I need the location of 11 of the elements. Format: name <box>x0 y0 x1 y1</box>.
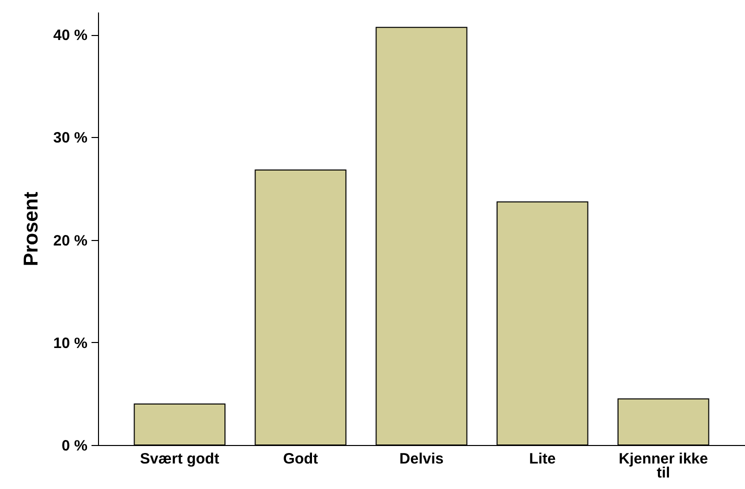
y-tick-label: 40 % <box>53 27 88 44</box>
x-tick-label: Delvis <box>399 450 444 468</box>
y-tick-label: 20 % <box>53 232 88 250</box>
x-tick-label: Lite <box>529 450 556 468</box>
x-tick-label: Kjenner ikke til <box>618 450 708 482</box>
y-tick-label: 0 % <box>62 438 88 454</box>
y-axis-title: Prosent <box>20 191 42 266</box>
x-tick-label: Svært godt <box>140 450 220 468</box>
y-tick-label: 10 % <box>53 334 88 352</box>
y-tick-label: 30 % <box>53 130 88 147</box>
x-tick-label: Godt <box>283 450 318 468</box>
